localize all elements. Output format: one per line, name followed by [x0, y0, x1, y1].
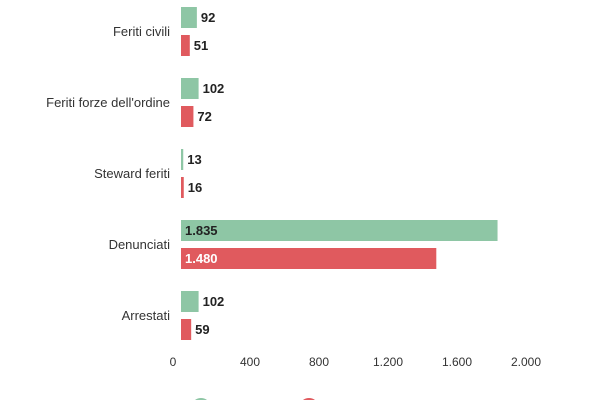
x-tick-label: 1.600 [442, 355, 472, 369]
category-label: Denunciati [109, 237, 171, 252]
bar-series-1-2[interactable] [181, 149, 184, 170]
value-label-series-1-4: 102 [203, 294, 225, 309]
value-label-series-2-0: 51 [194, 38, 208, 53]
bar-series-2-4[interactable] [181, 319, 192, 340]
value-label-series-1-2: 13 [187, 152, 201, 167]
bar-series-1-0[interactable] [181, 7, 197, 28]
x-tick-label: 1.200 [373, 355, 403, 369]
x-tick-label: 800 [309, 355, 329, 369]
value-label-series-2-3: 1.480 [185, 251, 218, 266]
legend-marker-series-1[interactable] [192, 398, 210, 400]
bar-series-1-3[interactable] [181, 220, 498, 241]
value-label-series-2-2: 16 [188, 180, 202, 195]
x-tick-label: 0 [170, 355, 177, 369]
bar-series-1-4[interactable] [181, 291, 199, 312]
value-label-series-2-4: 59 [195, 322, 209, 337]
category-label: Arrestati [122, 308, 171, 323]
category-label: Steward feriti [94, 166, 170, 181]
bar-series-1-1[interactable] [181, 78, 199, 99]
category-label: Feriti forze dell'ordine [46, 95, 170, 110]
bar-series-2-1[interactable] [181, 106, 194, 127]
value-label-series-2-1: 72 [197, 109, 211, 124]
bar-series-2-3[interactable] [181, 248, 437, 269]
bar-series-2-0[interactable] [181, 35, 190, 56]
bar-series-2-2[interactable] [181, 177, 184, 198]
value-label-series-1-0: 92 [201, 10, 215, 25]
x-tick-label: 400 [240, 355, 260, 369]
category-label: Feriti civili [113, 24, 170, 39]
legend-marker-series-2[interactable] [300, 398, 318, 400]
value-label-series-1-3: 1.835 [185, 223, 218, 238]
x-tick-label: 2.000 [511, 355, 541, 369]
value-label-series-1-1: 102 [203, 81, 225, 96]
